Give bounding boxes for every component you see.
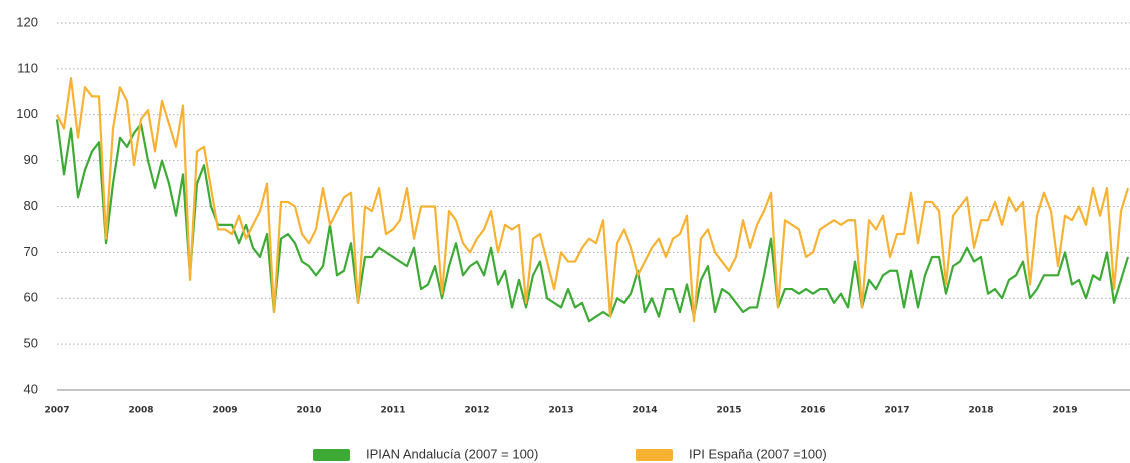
x-tick-label: 2012 [464, 406, 489, 416]
x-tick-label: 2018 [968, 406, 993, 416]
y-tick-label: 100 [16, 106, 38, 121]
x-tick-label: 2016 [800, 406, 825, 416]
x-tick-label: 2013 [548, 406, 573, 416]
x-tick-label: 2014 [632, 406, 657, 416]
y-tick-label: 120 [16, 14, 38, 29]
y-tick-label: 60 [24, 290, 38, 305]
y-tick-label: 50 [24, 336, 38, 351]
x-tick-label: 2007 [44, 406, 69, 416]
legend-swatch [636, 449, 673, 461]
x-tick-label: 2009 [212, 406, 237, 416]
x-tick-label: 2010 [296, 406, 321, 416]
y-tick-label: 90 [24, 152, 38, 167]
x-tick-label: 2017 [884, 406, 909, 416]
y-tick-label: 40 [24, 381, 38, 396]
legend-label: IPI España (2007 =100) [689, 446, 827, 461]
x-tick-label: 2008 [128, 406, 153, 416]
x-tick-label: 2019 [1052, 406, 1077, 416]
series-line [55, 119, 1130, 323]
y-tick-label: 110 [17, 60, 38, 75]
x-tick-label: 2015 [716, 406, 741, 416]
legend-label: IPIAN Andalucía (2007 = 100) [366, 446, 538, 461]
x-tick-label: 2011 [380, 406, 405, 416]
y-tick-label: 70 [24, 244, 38, 259]
series-line [56, 76, 1130, 323]
y-tick-label: 80 [24, 198, 38, 213]
legend-swatch [313, 449, 350, 461]
